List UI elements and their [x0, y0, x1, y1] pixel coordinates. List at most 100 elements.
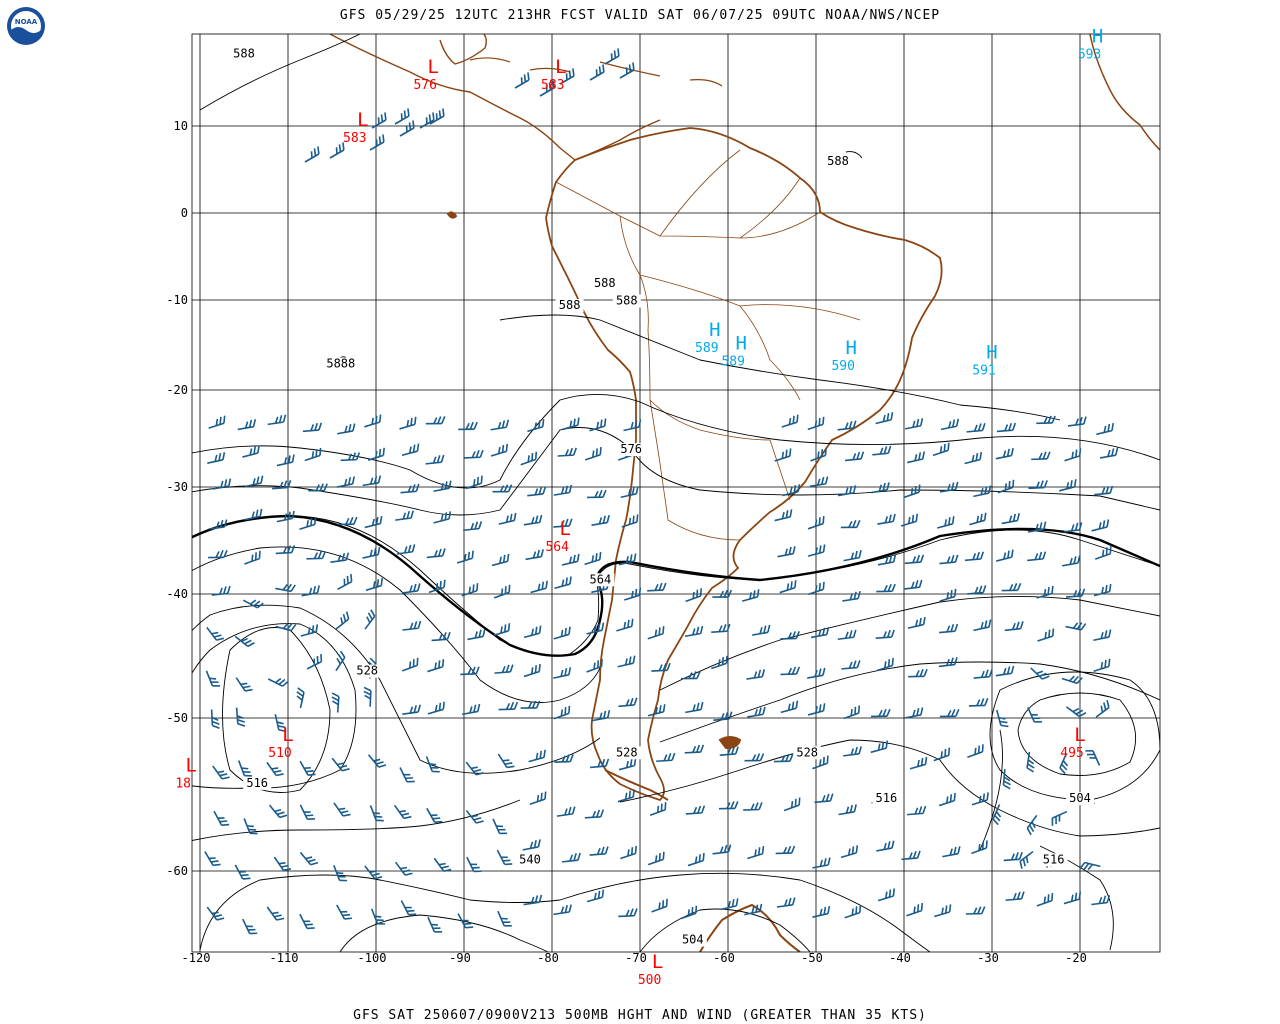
wind-barb: [807, 416, 825, 431]
wind-barb: [272, 480, 292, 490]
wind-barb: [235, 677, 253, 692]
low-pressure-marker: L: [282, 724, 293, 746]
latitude-tick-label: 10: [174, 119, 188, 133]
wind-barb: [401, 443, 420, 457]
wind-barb: [843, 550, 862, 562]
wind-barb: [680, 905, 698, 920]
contour-label-background: [590, 276, 619, 290]
wind-barb: [1001, 513, 1020, 525]
wind-barb: [584, 809, 605, 819]
wind-barb: [425, 416, 446, 425]
wind-barb: [812, 857, 831, 869]
wind-barb: [335, 611, 350, 630]
wind-barb: [934, 904, 952, 918]
low-pressure-marker: L: [1074, 724, 1085, 746]
wind-barb: [841, 660, 861, 670]
wind-barb: [299, 913, 315, 930]
wind-barb: [553, 518, 573, 528]
wind-barb: [1065, 588, 1086, 598]
wind-barb: [777, 546, 796, 558]
wind-barb: [584, 447, 602, 461]
wind-barb: [838, 804, 857, 816]
wind-barb: [969, 512, 987, 526]
wind-barb: [460, 666, 480, 676]
wind-barb: [1093, 629, 1112, 642]
wind-barb: [996, 549, 1014, 562]
wind-barb: [1002, 769, 1011, 790]
wind-barb: [906, 902, 924, 917]
svg-text:NOAA: NOAA: [15, 18, 38, 26]
wind-barb: [647, 851, 665, 866]
wind-barb: [523, 625, 542, 639]
wind-barb: [490, 419, 510, 431]
wind-barb: [554, 576, 572, 590]
wind-barb: [621, 514, 639, 528]
wind-barb: [559, 68, 575, 85]
wind-barb: [207, 452, 226, 464]
longitude-tick-label: -110: [270, 951, 299, 965]
pressure-center-value: 591: [972, 364, 995, 379]
wind-barb: [427, 659, 445, 673]
contour-label: 588: [233, 47, 255, 61]
wind-barb: [942, 846, 961, 858]
wind-barb: [871, 482, 890, 494]
wind-barb: [586, 622, 605, 635]
wind-barb: [1085, 749, 1101, 766]
wind-barb: [364, 865, 383, 880]
wind-barb: [365, 578, 383, 592]
longitude-tick-label: -50: [801, 951, 823, 965]
wind-barb: [1094, 546, 1112, 560]
pressure-center-value: 576: [413, 78, 436, 93]
wind-barb: [1026, 751, 1035, 773]
wind-barb: [205, 670, 221, 687]
wind-barb: [616, 618, 634, 632]
wind-barb: [908, 668, 928, 678]
contour-label-background: [586, 573, 615, 587]
longitude-tick-label: -80: [537, 951, 559, 965]
wind-barb: [589, 846, 609, 856]
wind-barb: [206, 626, 225, 641]
wind-barb: [337, 423, 356, 435]
wind-barb: [1063, 891, 1082, 905]
wind-barb: [554, 754, 574, 764]
wind-barb: [876, 840, 895, 852]
wind-barb: [242, 918, 258, 935]
wind-barb: [720, 898, 739, 911]
contour-label-background: [353, 664, 382, 678]
pressure-center-value: 583: [343, 131, 366, 146]
wind-barb: [208, 550, 228, 559]
wind-barb: [995, 447, 1014, 460]
wind-barb: [419, 112, 435, 129]
wind-barb: [467, 628, 486, 641]
wind-barb: [456, 550, 474, 564]
wind-barb: [275, 545, 296, 555]
wind-barb: [903, 484, 921, 499]
wind-barb: [427, 701, 445, 715]
wind-barb: [742, 589, 760, 602]
wind-barb: [901, 850, 921, 861]
wind-barb: [877, 513, 896, 525]
longitude-tick-label: -100: [358, 951, 387, 965]
wind-barb: [370, 908, 386, 925]
wind-barb: [938, 657, 958, 668]
wind-barb: [497, 910, 512, 927]
wind-barb: [553, 626, 571, 640]
wind-barb: [1095, 699, 1110, 718]
wind-barb: [876, 657, 894, 672]
longitude-tick-label: -70: [625, 951, 647, 965]
wind-barb: [494, 664, 514, 674]
wind-barb: [971, 840, 988, 855]
wind-barb: [306, 550, 327, 560]
wind-barb: [275, 583, 296, 593]
wind-barb: [687, 853, 705, 867]
pressure-center-value: 510: [268, 746, 291, 761]
chart-title: GFS 05/29/25 12UTC 213HR FCST VALID SAT …: [339, 8, 941, 23]
wind-barb: [624, 587, 642, 601]
latitude-tick-label: -30: [166, 480, 188, 494]
latitude-axis-labels: 10 0 -10 -20 -30 -40 -50 -60: [166, 119, 188, 878]
wind-barb: [556, 806, 576, 817]
longitude-axis-labels: -120 -110 -100 -90 -80 -70 -60 -50 -40 -30 -20: [182, 951, 1087, 965]
wind-barb: [589, 64, 605, 81]
wind-barb: [553, 705, 571, 720]
